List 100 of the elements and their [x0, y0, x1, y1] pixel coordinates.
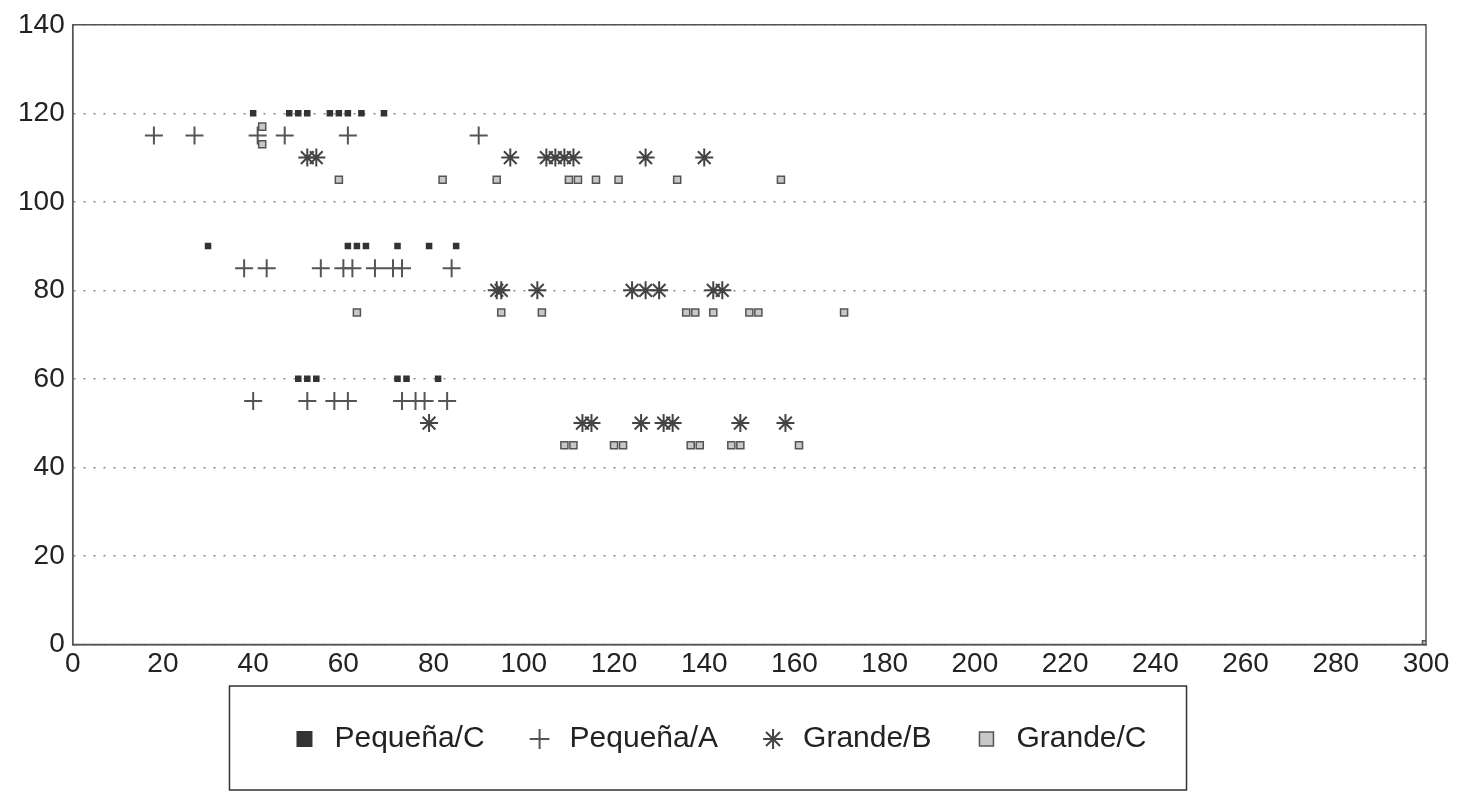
point	[776, 175, 786, 184]
point	[304, 110, 311, 117]
point	[695, 440, 705, 450]
point	[392, 258, 413, 279]
y-tick-label: 120	[18, 96, 65, 128]
point	[184, 125, 205, 146]
point	[736, 440, 745, 450]
point	[591, 175, 601, 184]
point	[794, 440, 804, 450]
x-tick-label: 280	[1312, 646, 1360, 678]
point	[662, 413, 683, 434]
y-tick-label: 20	[33, 538, 65, 570]
point	[564, 175, 574, 184]
point	[573, 175, 583, 184]
point	[653, 413, 674, 434]
point	[686, 440, 695, 450]
point	[394, 242, 401, 250]
point	[310, 258, 331, 279]
point	[614, 175, 623, 184]
x-tick-label: 80	[418, 646, 450, 678]
point	[581, 413, 602, 434]
point	[730, 413, 751, 434]
point	[304, 375, 311, 383]
legend-label: Pequeña/C	[334, 720, 485, 754]
point	[727, 440, 736, 450]
x-tick-label: 240	[1131, 646, 1179, 678]
point	[537, 308, 547, 317]
point	[694, 147, 715, 168]
point	[249, 110, 257, 117]
point	[500, 147, 521, 168]
point	[527, 280, 548, 301]
y-tick-label: 100	[18, 184, 65, 216]
point	[295, 375, 302, 383]
point	[708, 308, 718, 317]
point	[313, 375, 320, 383]
x-tick-label: 300	[1402, 646, 1450, 678]
point	[618, 440, 628, 450]
point	[326, 110, 334, 117]
point	[569, 440, 578, 450]
point	[274, 125, 295, 146]
point	[243, 390, 264, 411]
point	[353, 242, 361, 250]
point	[690, 308, 700, 317]
point	[306, 147, 327, 168]
legend-label: Grande/C	[1016, 720, 1147, 754]
x-tick-label: 260	[1222, 646, 1269, 678]
point	[496, 308, 506, 317]
point	[394, 375, 401, 383]
point	[358, 110, 365, 117]
point	[247, 125, 268, 146]
point	[425, 242, 433, 250]
point	[681, 308, 691, 317]
x-tick-label: 120	[590, 646, 638, 678]
x-tick-label: 160	[771, 646, 818, 678]
point	[649, 280, 670, 301]
point	[295, 110, 302, 117]
point	[609, 440, 619, 450]
x-tick-label: 180	[861, 646, 909, 678]
point	[486, 280, 507, 301]
point	[468, 125, 489, 146]
point	[712, 280, 733, 301]
point	[335, 110, 343, 117]
legend-label: Grande/B	[803, 720, 932, 754]
point	[204, 242, 212, 250]
point	[560, 440, 569, 450]
point	[364, 258, 385, 279]
point	[563, 147, 584, 168]
point	[285, 110, 293, 117]
point	[234, 258, 255, 279]
point	[297, 390, 318, 411]
point	[491, 280, 512, 301]
x-tick-label: 220	[1041, 646, 1089, 678]
point	[492, 175, 502, 184]
point	[434, 375, 442, 383]
point	[419, 413, 440, 434]
point	[839, 308, 849, 317]
y-tick-label: 60	[33, 361, 65, 393]
point	[352, 308, 362, 317]
point	[631, 413, 652, 434]
point	[380, 110, 388, 117]
point	[672, 175, 682, 184]
point	[452, 242, 460, 250]
point	[256, 258, 277, 279]
x-tick-label: 200	[951, 646, 999, 678]
y-tick-label: 80	[33, 273, 65, 305]
point	[754, 308, 763, 317]
point	[334, 175, 344, 184]
point	[337, 125, 358, 146]
y-tick-label: 140	[18, 7, 65, 39]
point	[438, 175, 447, 184]
point	[344, 242, 352, 250]
point	[344, 110, 352, 117]
point	[342, 258, 363, 279]
point	[635, 147, 656, 168]
x-tick-label: 140	[680, 646, 728, 678]
point	[143, 125, 164, 146]
point	[775, 413, 796, 434]
x-tick-label: 60	[327, 646, 359, 678]
point	[403, 375, 410, 383]
point	[437, 390, 458, 411]
